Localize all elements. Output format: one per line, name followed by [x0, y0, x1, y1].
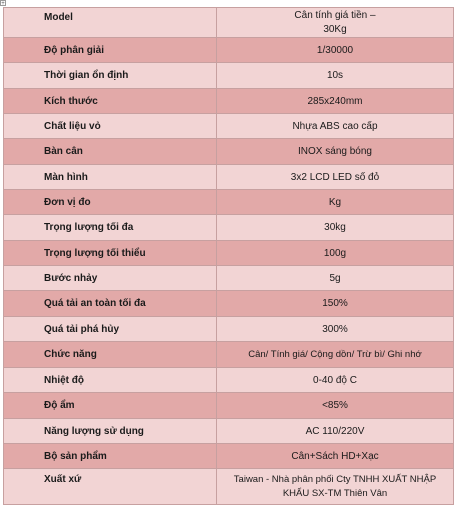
spec-value: 285x240mm [216, 88, 454, 114]
spec-value: Cân+Sách HD+Xạc [216, 443, 454, 469]
table-row: Chức năng Cân/ Tính giá/ Cộng dồn/ Trừ b… [3, 341, 454, 368]
spec-value: 300% [216, 316, 454, 342]
spec-value: 3x2 LCD LED số đỏ [216, 164, 454, 190]
spec-label: Model [3, 7, 217, 38]
table-row: Độ phân giải 1/30000 [3, 37, 454, 63]
table-row: Bàn cân INOX sáng bóng [3, 138, 454, 165]
table-row: Xuất xứ Taiwan - Nhà phân phối Cty TNHH … [3, 468, 454, 505]
spec-label: Trọng lượng tối thiểu [3, 240, 217, 266]
spec-label: Bước nhảy [3, 265, 217, 291]
table-row: Độ ẩm <85% [3, 392, 454, 419]
specifications-table: Model Cân tính giá tiền – 30Kg Độ phân g… [3, 7, 454, 505]
spec-label: Thời gian ổn định [3, 62, 217, 89]
spec-value: Kg [216, 189, 454, 215]
table-row: Đơn vị đo Kg [3, 189, 454, 215]
table-row: Bộ sản phẩm Cân+Sách HD+Xạc [3, 443, 454, 469]
spec-value: Taiwan - Nhà phân phối Cty TNHH XUẤT NHẬ… [216, 468, 454, 505]
spec-label: Trọng lượng tối đa [3, 214, 217, 241]
table-row: Năng lượng sử dụng AC 110/220V [3, 418, 454, 444]
spec-value: 10s [216, 62, 454, 89]
spec-value: Cân/ Tính giá/ Cộng dồn/ Trừ bì/ Ghi nhớ [216, 341, 454, 368]
spec-value: AC 110/220V [216, 418, 454, 444]
table-row: Kích thước 285x240mm [3, 88, 454, 114]
spec-label: Chất liệu vỏ [3, 113, 217, 139]
spec-label: Đơn vị đo [3, 189, 217, 215]
spec-label: Bàn cân [3, 138, 217, 165]
spec-value: Cân tính giá tiền – 30Kg [216, 7, 454, 38]
table-row: Quá tải phá hủy 300% [3, 316, 454, 342]
table-row: Chất liệu vỏ Nhựa ABS cao cấp [3, 113, 454, 139]
table-row: Trọng lượng tối thiểu 100g [3, 240, 454, 266]
spec-label: Kích thước [3, 88, 217, 114]
spec-label: Xuất xứ [3, 468, 217, 505]
spec-label: Quá tải phá hủy [3, 316, 217, 342]
table-row: Màn hình 3x2 LCD LED số đỏ [3, 164, 454, 190]
spec-value: Nhựa ABS cao cấp [216, 113, 454, 139]
spec-value: INOX sáng bóng [216, 138, 454, 165]
spec-label: Bộ sản phẩm [3, 443, 217, 469]
spec-value: 1/30000 [216, 37, 454, 63]
spec-value: 100g [216, 240, 454, 266]
spec-label: Chức năng [3, 341, 217, 368]
table-row: Thời gian ổn định 10s [3, 62, 454, 89]
spec-label: Màn hình [3, 164, 217, 190]
spec-value: 30kg [216, 214, 454, 241]
table-row: Nhiệt độ 0-40 độ C [3, 367, 454, 393]
spec-value: <85% [216, 392, 454, 419]
table-row: Bước nhảy 5g [3, 265, 454, 291]
table-row: Model Cân tính giá tiền – 30Kg [3, 7, 454, 38]
spec-value: 150% [216, 290, 454, 317]
table-row: Trọng lượng tối đa 30kg [3, 214, 454, 241]
spec-label: Độ ẩm [3, 392, 217, 419]
spec-label: Độ phân giải [3, 37, 217, 63]
spec-value: 0-40 độ C [216, 367, 454, 393]
table-row: Quá tải an toàn tối đa 150% [3, 290, 454, 317]
table-move-handle[interactable]: + [0, 0, 6, 7]
spec-label: Năng lượng sử dụng [3, 418, 217, 444]
spec-value: 5g [216, 265, 454, 291]
spec-label: Quá tải an toàn tối đa [3, 290, 217, 317]
spec-label: Nhiệt độ [3, 367, 217, 393]
